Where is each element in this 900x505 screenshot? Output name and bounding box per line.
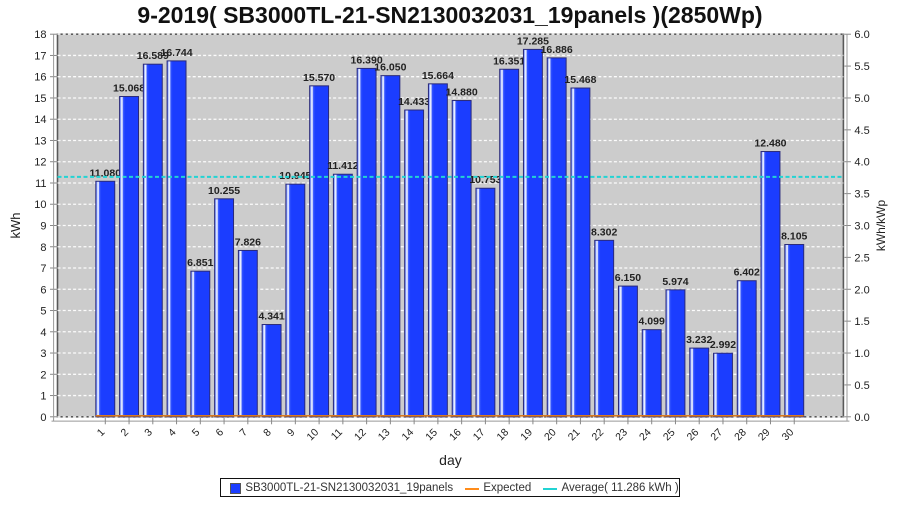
svg-text:kWh: kWh — [8, 213, 23, 239]
svg-text:16.744: 16.744 — [160, 47, 192, 59]
svg-text:6: 6 — [214, 426, 227, 439]
svg-text:5: 5 — [40, 306, 46, 318]
svg-text:3: 3 — [40, 348, 46, 360]
svg-text:4.5: 4.5 — [854, 125, 869, 137]
svg-text:1.5: 1.5 — [854, 316, 869, 328]
svg-text:2.992: 2.992 — [710, 339, 736, 351]
svg-text:7: 7 — [40, 263, 46, 275]
svg-text:6.402: 6.402 — [734, 267, 760, 279]
svg-text:18: 18 — [34, 29, 46, 41]
svg-text:28: 28 — [732, 426, 749, 443]
svg-text:17: 17 — [471, 426, 488, 443]
svg-text:15.068: 15.068 — [113, 83, 145, 95]
svg-text:0: 0 — [40, 412, 46, 424]
svg-text:14: 14 — [34, 114, 46, 126]
svg-text:7.826: 7.826 — [235, 236, 261, 248]
svg-text:3.0: 3.0 — [854, 221, 869, 233]
svg-text:4.341: 4.341 — [258, 311, 284, 323]
svg-text:3.232: 3.232 — [686, 334, 712, 346]
svg-text:10: 10 — [34, 199, 46, 211]
svg-text:5.0: 5.0 — [854, 93, 869, 105]
svg-text:8: 8 — [40, 242, 46, 254]
svg-text:6.851: 6.851 — [187, 257, 213, 269]
svg-text:19: 19 — [518, 426, 535, 443]
svg-text:0.0: 0.0 — [854, 412, 869, 424]
svg-text:16.351: 16.351 — [493, 55, 525, 67]
svg-text:16.050: 16.050 — [374, 62, 406, 74]
svg-text:4.0: 4.0 — [854, 157, 869, 169]
svg-text:1: 1 — [95, 426, 108, 439]
svg-text:29: 29 — [756, 426, 773, 443]
svg-text:5.974: 5.974 — [662, 276, 688, 288]
svg-text:day: day — [439, 452, 462, 468]
svg-text:27: 27 — [708, 426, 725, 443]
svg-text:10: 10 — [304, 426, 321, 443]
svg-text:18: 18 — [495, 426, 512, 443]
svg-text:14.880: 14.880 — [446, 87, 478, 99]
svg-text:14.433: 14.433 — [398, 96, 430, 108]
svg-text:13: 13 — [376, 426, 393, 443]
svg-text:kWh/kWp: kWh/kWp — [874, 200, 888, 252]
svg-text:11.412: 11.412 — [327, 160, 359, 172]
svg-text:2.5: 2.5 — [854, 252, 869, 264]
svg-text:12: 12 — [34, 157, 46, 169]
svg-text:5.5: 5.5 — [854, 61, 869, 73]
svg-text:11: 11 — [35, 178, 46, 190]
svg-text:8: 8 — [261, 426, 274, 439]
svg-text:15: 15 — [423, 426, 440, 443]
svg-text:9: 9 — [285, 426, 298, 439]
svg-text:7: 7 — [237, 426, 250, 439]
svg-text:25: 25 — [661, 426, 678, 443]
svg-text:15.468: 15.468 — [564, 74, 596, 86]
svg-text:4.099: 4.099 — [639, 316, 665, 328]
svg-text:14: 14 — [400, 426, 417, 443]
svg-text:2: 2 — [40, 369, 46, 381]
svg-text:2: 2 — [119, 426, 132, 439]
svg-text:16: 16 — [34, 72, 46, 84]
svg-text:12: 12 — [352, 426, 369, 443]
svg-text:23: 23 — [613, 426, 630, 443]
svg-text:24: 24 — [637, 426, 654, 443]
svg-text:6.150: 6.150 — [615, 272, 641, 284]
svg-text:30: 30 — [780, 426, 797, 443]
svg-text:9: 9 — [40, 221, 46, 233]
svg-text:21: 21 — [566, 426, 583, 443]
svg-text:17: 17 — [34, 50, 46, 62]
svg-text:8.105: 8.105 — [781, 231, 807, 243]
svg-text:11: 11 — [329, 426, 345, 442]
svg-text:8.302: 8.302 — [591, 226, 617, 238]
svg-text:6.0: 6.0 — [854, 29, 869, 41]
svg-text:15: 15 — [34, 93, 46, 105]
svg-text:20: 20 — [542, 426, 559, 443]
svg-text:26: 26 — [685, 426, 702, 443]
svg-text:1: 1 — [40, 391, 46, 403]
svg-text:10.255: 10.255 — [208, 185, 240, 197]
svg-text:5: 5 — [190, 426, 203, 439]
svg-text:6: 6 — [40, 284, 46, 296]
svg-text:15.664: 15.664 — [422, 70, 454, 82]
svg-text:1.0: 1.0 — [854, 348, 869, 360]
svg-text:0.5: 0.5 — [854, 380, 869, 392]
svg-text:15.570: 15.570 — [303, 72, 335, 84]
svg-text:3.5: 3.5 — [854, 189, 869, 201]
svg-text:3: 3 — [142, 426, 155, 439]
svg-text:4: 4 — [166, 426, 179, 439]
svg-text:13: 13 — [34, 135, 46, 147]
svg-text:4: 4 — [40, 327, 46, 339]
svg-text:16.886: 16.886 — [541, 44, 573, 56]
svg-text:12.480: 12.480 — [754, 138, 786, 150]
svg-text:16: 16 — [447, 426, 464, 443]
svg-text:22: 22 — [590, 426, 607, 443]
svg-text:2.0: 2.0 — [854, 284, 869, 296]
